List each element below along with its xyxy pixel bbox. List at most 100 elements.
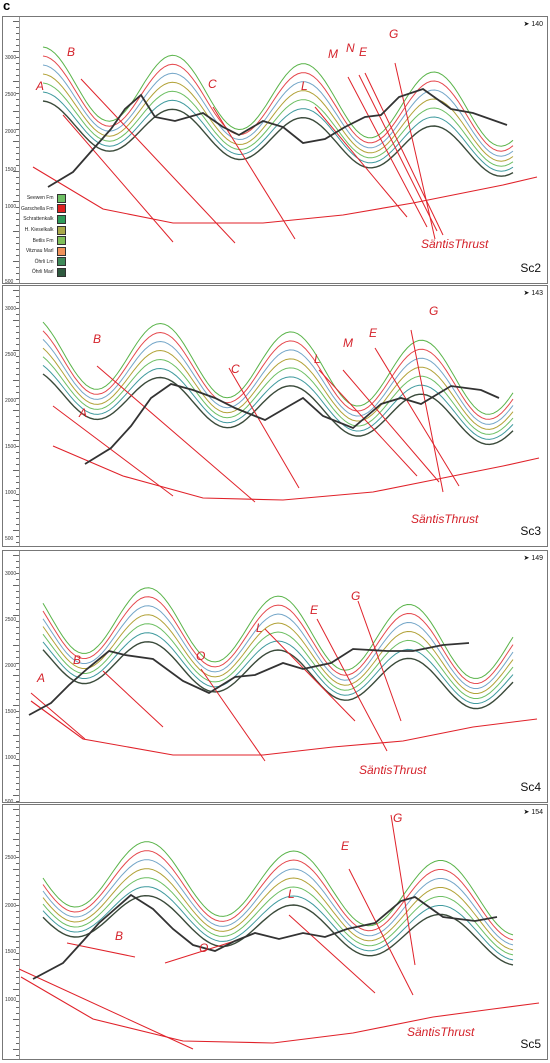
legend-item-name: Garschella Fm — [21, 205, 54, 212]
ruler-tick — [16, 213, 19, 214]
cross-section-panel-sc4: 3000 2500 2000 1500 1000 500 ➤ 149 Sc4 Säntis… — [2, 550, 548, 803]
legend-item: Öhrli Marl — [21, 267, 66, 278]
ruler-tick — [16, 267, 19, 268]
ruler-tick — [13, 201, 19, 202]
layer-line — [42, 894, 514, 966]
arrow-icon: ➤ — [523, 809, 530, 816]
layer-line — [42, 339, 514, 425]
fault-label-b: B — [115, 929, 124, 943]
elevation-tick-label: 500 — [5, 536, 14, 542]
elevation-tick-label: 1500 — [5, 949, 17, 955]
ruler-tick — [16, 1055, 19, 1056]
layer-line — [42, 91, 514, 172]
fault-label-l: L — [314, 352, 321, 366]
fault-line — [348, 868, 414, 996]
ruler-tick — [16, 159, 19, 160]
fault-label-c: C — [231, 362, 240, 376]
ruler-tick — [16, 458, 19, 459]
ruler-tick — [16, 374, 19, 375]
layer-line — [42, 877, 514, 956]
ruler-tick — [16, 1025, 19, 1026]
ruler-tick — [16, 833, 19, 834]
ruler-tick — [16, 392, 19, 393]
ruler-tick — [16, 881, 19, 882]
ruler-tick — [16, 183, 19, 184]
ruler-tick — [13, 959, 19, 960]
ruler-tick — [16, 771, 19, 772]
ruler-tick — [16, 801, 19, 802]
fault-line — [96, 365, 256, 503]
elevation-tick-label: 1000 — [5, 997, 17, 1003]
ruler-tick — [13, 735, 19, 736]
ruler-tick — [16, 243, 19, 244]
thrust-label: SäntisThrust — [359, 763, 427, 777]
ruler-tick — [13, 410, 19, 411]
ruler-tick — [16, 609, 19, 610]
legend-swatch — [56, 257, 66, 267]
ruler-tick — [13, 555, 19, 556]
layer-line — [42, 641, 514, 710]
ruler-tick — [16, 983, 19, 984]
legend-swatch — [56, 214, 66, 224]
elevation-tick-label: 1500 — [5, 709, 17, 715]
ruler-tick — [16, 995, 19, 996]
legend-item: Betlis Fm — [21, 235, 66, 246]
fault-label-g: G — [429, 304, 439, 318]
fault-line — [66, 942, 136, 958]
ruler-tick — [16, 699, 19, 700]
thrust-line — [32, 166, 538, 224]
ruler-tick — [16, 747, 19, 748]
thrust-label: SäntisThrust — [407, 1025, 475, 1039]
layer-line — [42, 365, 514, 440]
ruler-tick — [16, 1007, 19, 1008]
ruler-tick — [16, 33, 19, 34]
ruler-tick — [16, 57, 19, 58]
legend-item: Vitznau Marl — [21, 246, 66, 257]
ruler-tick — [16, 857, 19, 858]
ruler-tick — [16, 821, 19, 822]
ruler-tick — [16, 887, 19, 888]
ruler-tick — [13, 51, 19, 52]
ruler-tick — [16, 621, 19, 622]
fault-label-g: G — [351, 589, 361, 603]
layer-line — [42, 73, 514, 162]
ruler-tick — [13, 231, 19, 232]
elevation-tick-label: 3000 — [5, 55, 17, 61]
ruler-tick — [16, 905, 19, 906]
ruler-tick — [13, 171, 19, 172]
ruler-tick — [16, 723, 19, 724]
ruler-tick — [16, 279, 19, 280]
ruler-tick — [16, 759, 19, 760]
azimuth-label: ➤ 143 — [523, 289, 543, 297]
ruler-tick — [13, 585, 19, 586]
ruler-tick — [16, 639, 19, 640]
legend-item: Seewen Fm — [21, 193, 66, 204]
fault-line — [102, 670, 164, 728]
legend-swatch — [56, 204, 66, 214]
ruler-tick — [16, 953, 19, 954]
section-id: Sc3 — [520, 524, 541, 538]
ruler-tick — [16, 195, 19, 196]
ruler-tick — [16, 482, 19, 483]
ruler-tick — [16, 542, 19, 543]
section-id: Sc4 — [520, 780, 541, 794]
ruler-tick — [16, 416, 19, 417]
ruler-tick — [16, 326, 19, 327]
ruler-tick — [13, 869, 19, 870]
section-drawing — [18, 814, 540, 1050]
legend-item: Garschella Fm — [21, 204, 66, 215]
elevation-tick-label: 1000 — [5, 490, 17, 496]
legend-item-name: Seewen Fm — [26, 195, 54, 202]
fault-label-b: B — [93, 332, 102, 346]
topography-line — [47, 88, 508, 188]
layer-line — [42, 587, 514, 679]
ruler-tick — [16, 63, 19, 64]
ruler-tick — [16, 117, 19, 118]
thrust-label: SäntisThrust — [411, 512, 479, 526]
elevation-tick-label: 1000 — [5, 204, 17, 210]
layer-line — [42, 100, 514, 177]
layer-line — [42, 623, 514, 699]
ruler-tick — [16, 512, 19, 513]
fault-line — [288, 914, 376, 994]
azimuth-label: ➤ 149 — [523, 554, 543, 562]
